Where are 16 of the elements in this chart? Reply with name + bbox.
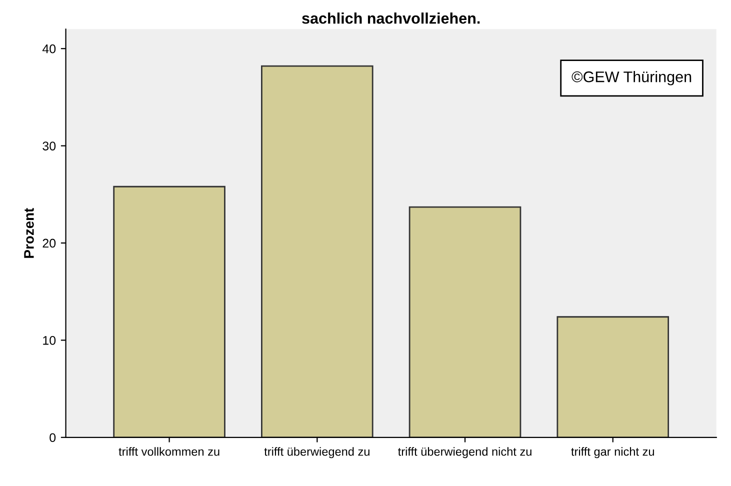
- annotation: ©GEW Thüringen: [572, 71, 692, 86]
- chart-title: sachlich nachvollziehen.: [302, 12, 480, 24]
- y-tick-label: 20: [42, 238, 56, 248]
- y-axis-title: Prozent: [24, 208, 34, 258]
- y-tick-label: 30: [42, 142, 56, 150]
- bar: [408, 206, 522, 438]
- bar: [556, 316, 670, 438]
- x-tick-label: trifft überwiegend nicht zu: [398, 447, 532, 458]
- bar: [261, 65, 374, 438]
- y-tick-label: 40: [42, 44, 56, 54]
- y-tick-label: 0: [50, 433, 56, 442]
- x-tick-label: trifft überwiegend zu: [264, 447, 370, 458]
- x-tick-label: trifft gar nicht zu: [571, 447, 654, 458]
- bar: [113, 186, 226, 438]
- x-tick-label: trifft vollkommen zu: [118, 447, 220, 456]
- y-tick-label: 10: [43, 336, 56, 345]
